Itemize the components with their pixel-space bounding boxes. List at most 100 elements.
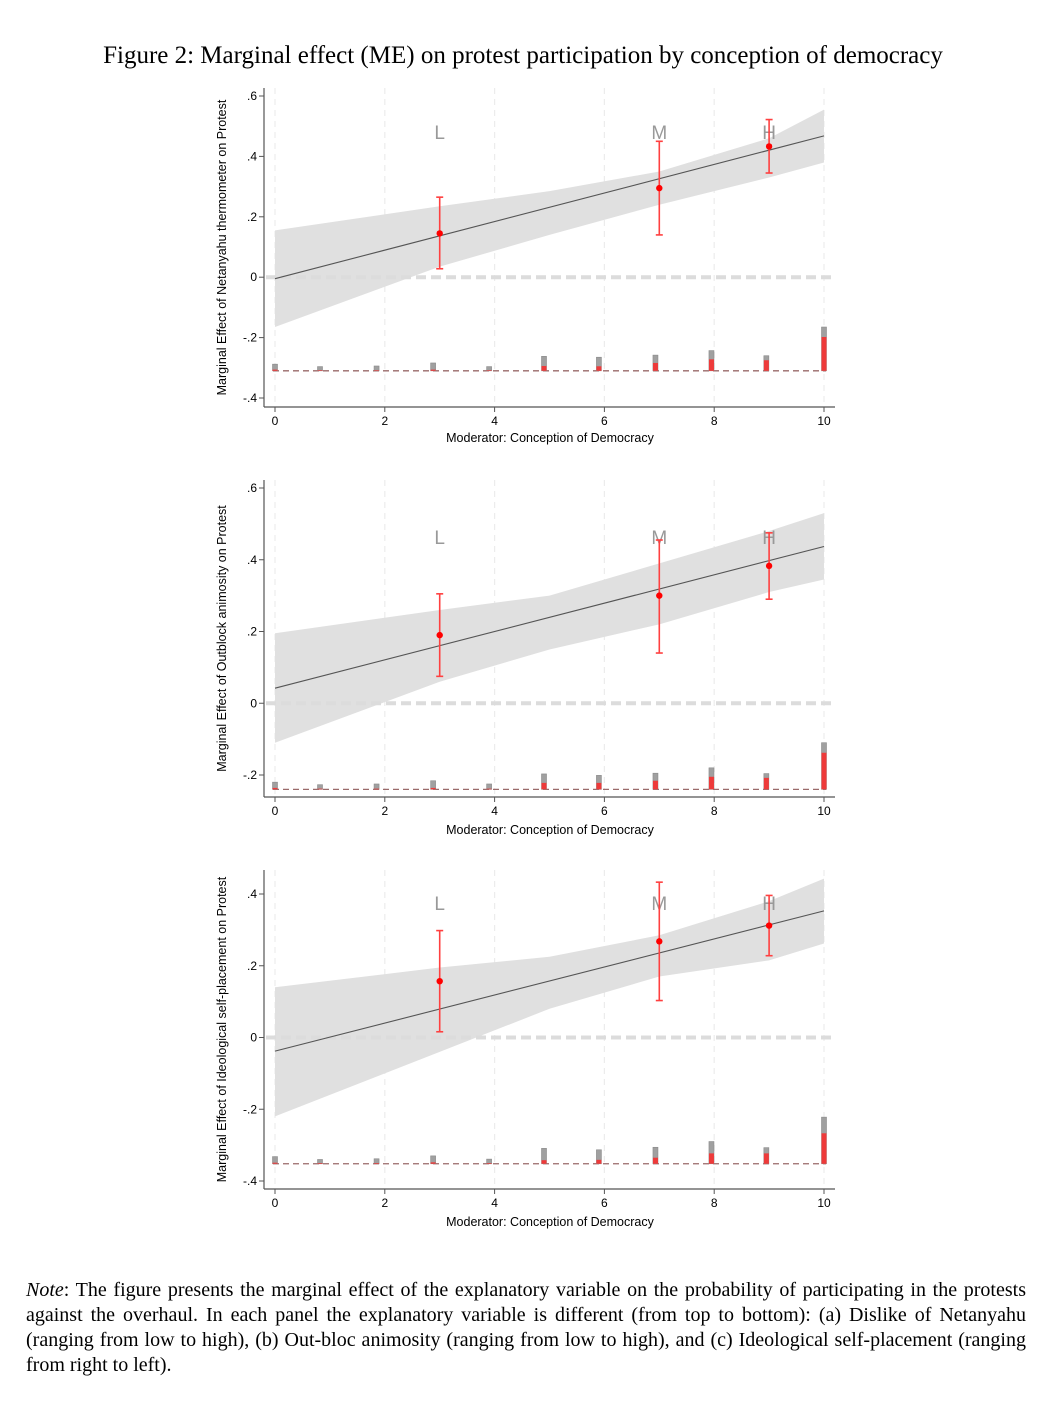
histogram-bar-total [486, 366, 492, 372]
y-tick-label: 0 [250, 270, 257, 284]
figure-note: Note: The figure presents the marginal e… [26, 1278, 1026, 1378]
x-tick-label: 10 [817, 414, 831, 428]
y-tick-label: 0 [250, 1031, 257, 1045]
histogram-bar-total [708, 1141, 715, 1165]
x-tick-label: 0 [272, 804, 279, 818]
y-tick-label: -.2 [243, 1102, 257, 1116]
x-tick-label: 8 [711, 804, 718, 818]
binned-estimate-point [765, 562, 773, 570]
bin-label-l: L [434, 894, 445, 915]
marginal-effect-line [274, 545, 825, 689]
y-tick-label: .4 [247, 149, 257, 163]
x-tick-label: 4 [491, 1196, 498, 1210]
x-tick-label: 2 [381, 414, 388, 428]
bin-label-l: L [434, 123, 445, 144]
binned-estimate-point [656, 592, 663, 599]
y-axis-label: Marginal Effect of Outblock animosity on… [215, 505, 229, 772]
x-tick-label: 8 [711, 414, 718, 428]
x-tick-label: 10 [817, 1196, 831, 1210]
y-tick-label: .4 [247, 887, 257, 901]
marginal-effect-line [274, 910, 825, 1052]
x-tick-label: 4 [491, 804, 498, 818]
histogram-bar-treated [374, 788, 380, 790]
histogram-bar-treated [708, 359, 714, 371]
histogram-bar-total [652, 1146, 659, 1165]
histogram-bar-total [486, 783, 492, 790]
binned-estimate-point [765, 143, 773, 150]
binned-estimate-point [436, 631, 443, 639]
histogram-bar-total [317, 1159, 323, 1165]
x-axis-label: Moderator: Conception of Democracy [446, 1215, 654, 1229]
y-tick-label: .2 [247, 959, 257, 973]
bin-label-m: M [651, 123, 667, 144]
histogram-bar-total [373, 365, 380, 372]
histogram-bar-treated [708, 776, 714, 790]
histogram-bar-treated [430, 1162, 436, 1164]
y-tick-label: -.2 [243, 768, 257, 782]
histogram-bar-treated [541, 782, 547, 790]
binned-estimate-point [436, 230, 443, 237]
binned-estimate-point [436, 977, 443, 985]
histogram-bar-treated [652, 1157, 658, 1164]
histogram-bar-treated [763, 1153, 769, 1164]
binned-estimate-point [656, 938, 663, 945]
histogram-bar-treated [430, 369, 436, 371]
histogram-bar-treated [821, 752, 827, 790]
histogram-bar-total [486, 1158, 492, 1165]
y-axis-label: Marginal Effect of Netanyahu thermometer… [215, 99, 229, 395]
y-tick-label: -.4 [243, 1174, 257, 1188]
y-tick-label: 0 [250, 696, 257, 710]
bin-label-m: M [651, 528, 667, 549]
x-tick-label: 6 [601, 1196, 608, 1210]
histogram-bar-total [430, 1155, 436, 1165]
histogram-bar-treated [763, 777, 769, 790]
histogram-bar-treated [763, 360, 769, 371]
y-axis-label: Marginal Effect of Ideological self-plac… [215, 876, 229, 1182]
histogram-bar-treated [317, 370, 323, 371]
bin-label-l: L [434, 528, 445, 549]
histogram-bar-treated [541, 365, 547, 371]
histogram-bar-total [317, 366, 323, 372]
figure-title: Figure 2: Marginal effect (ME) on protes… [103, 42, 943, 69]
histogram-bar-total [373, 1158, 380, 1165]
binned-estimate-point [765, 922, 773, 929]
histogram-bar-treated [486, 370, 492, 371]
histogram-bar-total [373, 783, 380, 790]
y-tick-label: .2 [247, 210, 257, 224]
x-tick-label: 6 [601, 804, 608, 818]
histogram-bar-treated [272, 1162, 278, 1164]
y-tick-label: .4 [247, 553, 257, 567]
histogram-bar-treated [486, 788, 492, 790]
y-tick-label: -.4 [243, 391, 257, 405]
note-text: : The figure presents the marginal effec… [26, 1279, 1026, 1376]
x-tick-label: 4 [491, 414, 498, 428]
binned-estimate-point [656, 184, 663, 192]
x-tick-label: 6 [601, 414, 608, 428]
y-tick-label: .6 [247, 481, 257, 495]
histogram-bar-treated [596, 366, 602, 371]
x-axis-label: Moderator: Conception of Democracy [446, 823, 654, 837]
histogram-bar-treated [374, 370, 380, 371]
histogram-bar-treated [486, 1163, 492, 1164]
x-tick-label: 2 [381, 804, 388, 818]
confidence-band [275, 513, 824, 743]
histogram-bar-treated [430, 787, 436, 790]
histogram-bar-total [596, 1149, 602, 1165]
x-tick-label: 0 [272, 414, 279, 428]
histogram-bar-total [541, 1148, 547, 1165]
marginal-effect-line [274, 135, 825, 280]
histogram-bar-treated [317, 788, 323, 790]
histogram-bar-treated [708, 1153, 714, 1164]
histogram-bar-treated [821, 336, 827, 371]
y-tick-label: .6 [247, 89, 257, 103]
histogram-bar-total [596, 775, 602, 790]
histogram-bar-treated [317, 1163, 323, 1164]
x-tick-label: 2 [381, 1196, 388, 1210]
histogram-bar-treated [272, 787, 278, 790]
y-tick-label: -.2 [243, 331, 257, 345]
x-tick-label: 0 [272, 1196, 279, 1210]
x-tick-label: 8 [711, 1196, 718, 1210]
